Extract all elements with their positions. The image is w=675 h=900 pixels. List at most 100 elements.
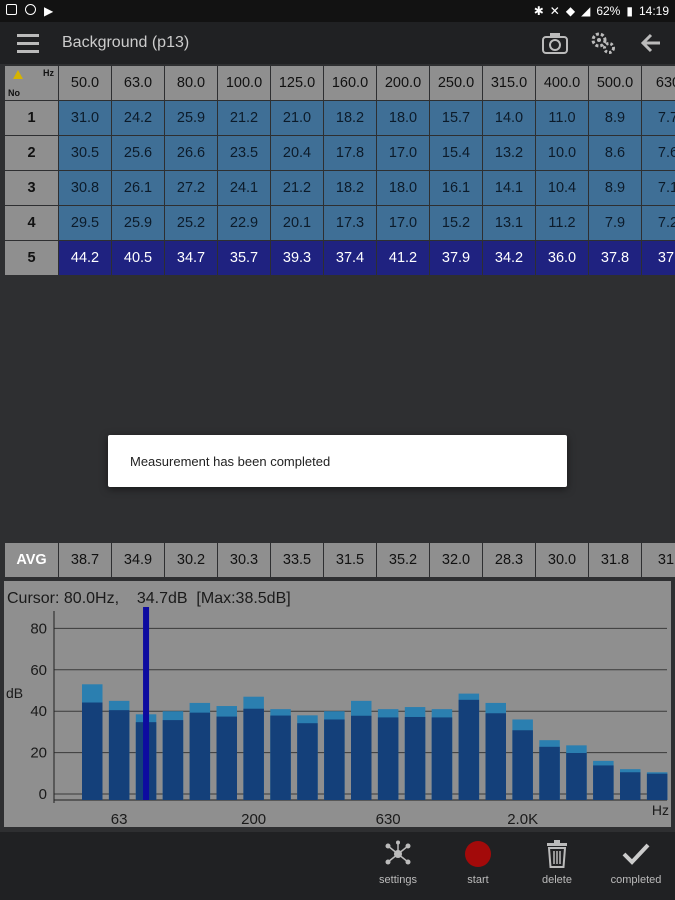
table-cell[interactable]: 8.9 [589,101,641,135]
table-cell[interactable]: 30.8 [59,171,111,205]
table-cell[interactable]: 37. [642,241,675,275]
table-cell[interactable]: 26.6 [165,136,217,170]
spectrum-chart[interactable]: 0 20 40 60 80 63 200 630 2.0K Cursor: 80.0Hz, 34… [4,581,671,827]
table-cell[interactable]: 36.0 [536,241,588,275]
level-bar [216,716,237,800]
table-cell[interactable]: 25.9 [165,101,217,135]
table-cell[interactable]: 10.0 [536,136,588,170]
table-cell[interactable]: 11.2 [536,206,588,240]
gears-button[interactable] [579,22,627,64]
completion-dialog: Measurement has been completed [108,435,567,487]
table-row[interactable]: 5 44.2 40.5 34.7 35.7 39.3 37.4 41.2 37.9 34.2 36.… [5,241,675,276]
table-cell[interactable]: 29.5 [59,206,111,240]
table-cell[interactable]: 39.3 [271,241,323,275]
spectrum-chart-svg[interactable]: 0 20 40 60 80 63 200 630 2.0K [4,581,671,827]
table-cell[interactable]: 37.4 [324,241,376,275]
table-cell[interactable]: 17.3 [324,206,376,240]
table-cell[interactable]: 17.0 [377,136,429,170]
table-row[interactable]: 4 29.5 25.9 25.2 22.9 20.1 17.3 17.0 15.2 13.1 11.… [5,206,675,241]
table-cell[interactable]: 26.1 [112,171,164,205]
table-cell[interactable]: 23.5 [218,136,270,170]
table-cell[interactable]: 21.2 [271,171,323,205]
hamburger-line [17,49,39,53]
table-cell[interactable]: 20.4 [271,136,323,170]
settings-button[interactable]: settings [363,838,433,896]
table-cell[interactable]: 13.2 [483,136,535,170]
cursor-line [143,607,150,800]
table-cell[interactable]: 18.0 [377,101,429,135]
corner-hz-label: Hz [43,68,54,78]
table-cell[interactable]: 31.0 [59,101,111,135]
level-bar [108,710,130,800]
table-cell[interactable]: 15.7 [430,101,482,135]
table-cell[interactable]: 25.2 [165,206,217,240]
table-cell[interactable]: 15.2 [430,206,482,240]
camera-icon [542,33,568,54]
table-row[interactable]: 2 30.5 25.6 26.6 23.5 20.4 17.8 17.0 15.4 13.2 10.… [5,136,675,171]
hamburger-line [17,41,39,45]
avg-cell: 31.5 [324,543,376,577]
table-cell[interactable]: 18.2 [324,101,376,135]
table-cell[interactable]: 21.0 [271,101,323,135]
table-cell[interactable]: 14.0 [483,101,535,135]
menu-button[interactable] [0,22,56,64]
table-cell[interactable]: 25.9 [112,206,164,240]
table-cell[interactable]: 11.0 [536,101,588,135]
y-tick-label: 40 [30,703,47,720]
battery-percent: 62% [596,4,621,18]
table-cell[interactable]: 18.0 [377,171,429,205]
table-row[interactable]: 3 30.8 26.1 27.2 24.1 21.2 18.2 18.0 16.1 14.1 10.… [5,171,675,206]
table-cell[interactable]: 30.5 [59,136,111,170]
table-cell[interactable]: 20.1 [271,206,323,240]
table-cell[interactable]: 18.2 [324,171,376,205]
frequency-header: 50.0 [59,66,111,100]
table-cell[interactable]: 15.4 [430,136,482,170]
table-cell[interactable]: 14.1 [483,171,535,205]
table-cell[interactable]: 24.2 [112,101,164,135]
table-cell[interactable]: 35.7 [218,241,270,275]
start-button[interactable]: start [443,838,513,896]
row-number: 4 [5,206,58,240]
table-cell[interactable]: 10.4 [536,171,588,205]
start-label: start [467,874,489,886]
level-bar [270,715,291,800]
wifi-icon: ◆ [565,4,576,18]
table-cell[interactable]: 7.6 [642,136,675,170]
delete-button[interactable]: delete [522,838,592,896]
table-cell[interactable]: 41.2 [377,241,429,275]
table-cell[interactable]: 25.6 [112,136,164,170]
table-cell[interactable]: 17.0 [377,206,429,240]
table-cell[interactable]: 34.7 [165,241,217,275]
level-bar [297,723,318,800]
x-tick-label: 63 [111,811,128,827]
table-cell[interactable]: 40.5 [112,241,164,275]
table-cell[interactable]: 7.2 [642,206,675,240]
table-cell[interactable]: 17.8 [324,136,376,170]
table-cell[interactable]: 7.1 [642,171,675,205]
table-row[interactable]: 1 31.0 24.2 25.9 21.2 21.0 18.2 18.0 15.7 14.0 11.… [5,101,675,136]
avg-cell: 31.8 [589,543,641,577]
table-cell[interactable]: 27.2 [165,171,217,205]
table-cell[interactable]: 21.2 [218,101,270,135]
table-cell[interactable]: 7.7 [642,101,675,135]
table-cell[interactable]: 37.8 [589,241,641,275]
table-corner: Hz No [5,66,58,100]
table-cell[interactable]: 13.1 [483,206,535,240]
camera-button[interactable] [531,22,579,64]
table-cell[interactable]: 16.1 [430,171,482,205]
table-cell[interactable]: 7.9 [589,206,641,240]
warning-icon [13,70,23,79]
checkmark-icon [622,843,650,865]
network-settings-icon [385,840,411,865]
table-cell[interactable]: 34.2 [483,241,535,275]
table-cell[interactable]: 37.9 [430,241,482,275]
completed-button[interactable]: completed [601,838,671,896]
table-cell[interactable]: 8.6 [589,136,641,170]
table-cell[interactable]: 8.9 [589,171,641,205]
level-bar [566,753,587,800]
table-cell[interactable]: 22.9 [218,206,270,240]
table-cell[interactable]: 44.2 [59,241,111,275]
back-button[interactable] [627,22,675,64]
level-bar [620,772,641,800]
table-cell[interactable]: 24.1 [218,171,270,205]
